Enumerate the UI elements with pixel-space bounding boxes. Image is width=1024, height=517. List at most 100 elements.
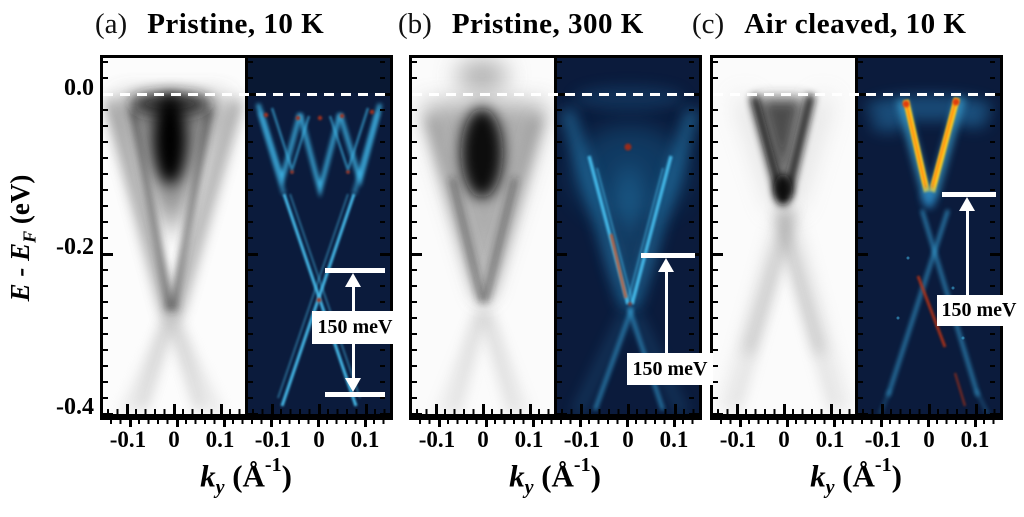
grayscale-map-c: [713, 58, 855, 414]
ky-symbol: k: [810, 458, 826, 494]
ky-unit-close: ): [590, 458, 601, 494]
x-axis-ticks-outer: [103, 420, 390, 427]
x-tick-label: 0.1: [960, 427, 990, 452]
x-axis-ticks-outer: [412, 420, 699, 427]
x-axis-ticks-inner: [412, 404, 554, 414]
x-tick-label: 0.1: [514, 427, 544, 452]
y-tick-label-2: -0.4: [56, 394, 94, 420]
y-axis-ticks-right: [380, 58, 390, 414]
x-tick-label: 0.1: [659, 427, 689, 452]
x-tick-label: -0.1: [254, 427, 292, 452]
panel-divider: [855, 58, 858, 414]
fermi-level-dashline: [103, 93, 390, 96]
panel-title-c: Air cleaved, 10 K: [744, 8, 967, 40]
curvature-map-b: 150 meV: [557, 58, 713, 414]
ky-symbol: k: [200, 458, 216, 494]
ky-unit-open: (Å: [834, 458, 875, 494]
x-axis-ticks-inner: [103, 404, 245, 414]
y-tick-label-1: -0.2: [56, 234, 94, 260]
x-tick-labels-a-curv: -0.1 0 0.1: [248, 427, 390, 455]
x-axis-ticks-inner: [557, 404, 699, 414]
x-tick-label: 0: [923, 427, 935, 452]
y-axis-ticks-right: [990, 58, 1000, 414]
panel-divider: [245, 58, 248, 414]
x-tick-label: -0.1: [418, 427, 456, 452]
ky-unit-open: (Å: [224, 458, 265, 494]
grayscale-spectrum-c: [713, 58, 855, 414]
annotation-arrowhead-up-icon: [345, 273, 361, 287]
curvature-map-a: 150 meV: [248, 58, 398, 414]
curvature-spectrum-b: [557, 58, 699, 414]
annotation-bar-bottom: [325, 392, 385, 397]
ky-axis-label-c: ky (Å-1): [756, 454, 956, 508]
y-tick-label-0: 0.0: [64, 75, 94, 101]
grayscale-map-a: [103, 58, 245, 414]
grayscale-spectrum-b: [412, 58, 554, 414]
annotation-arrowhead-up-icon: [658, 258, 674, 272]
x-tick-label: 0.1: [815, 427, 845, 452]
y-axis-ticks-right: [689, 58, 699, 414]
x-tick-labels-b-curv: -0.1 0 0.1: [557, 427, 699, 455]
x-tick-label: 0.1: [205, 427, 235, 452]
ky-subscript: y: [215, 476, 225, 499]
y-axis-ticks: [103, 58, 113, 414]
panel-marker-c: (c): [692, 8, 725, 40]
ky-subscript: y: [524, 476, 534, 499]
panel-title-a: Pristine, 10 K: [147, 8, 325, 40]
x-tick-labels-c-gray: -0.1 0 0.1: [713, 427, 855, 455]
x-tick-label: 0: [168, 427, 180, 452]
ky-subscript: y: [825, 476, 835, 499]
annotation-label: 150 meV: [937, 295, 1021, 326]
panel-group-a: 150 meV: [100, 55, 398, 420]
grayscale-spectrum-a: [103, 58, 245, 414]
x-tick-label: 0: [778, 427, 790, 452]
figure-title-b: (b) Pristine, 300 K: [398, 8, 644, 48]
x-tick-label: 0: [622, 427, 634, 452]
curvature-spectrum-a: [248, 58, 390, 414]
ky-exponent: -1: [264, 454, 282, 476]
y-axis-ticks: [557, 58, 567, 414]
annotation-arrowhead-down-icon: [345, 378, 361, 392]
ky-symbol: k: [509, 458, 525, 494]
annotation-arrowhead-up-icon: [959, 197, 975, 211]
fermi-level-dashline: [713, 93, 1000, 96]
curvature-map-c: 150 meV: [858, 58, 1021, 414]
panel-title-b: Pristine, 300 K: [451, 8, 644, 40]
panel-marker-a: (a): [95, 8, 128, 40]
panel-group-b: 150 meV: [409, 55, 713, 420]
ky-axis-label-a: ky (Å-1): [146, 454, 346, 508]
panel-group-c: 150 meV: [710, 55, 1021, 420]
ky-unit-close: ): [891, 458, 902, 494]
annotation-arrow-shaft: [966, 208, 969, 299]
y-axis-label-unit: (eV): [5, 174, 35, 231]
grayscale-map-b: [412, 58, 554, 414]
curvature-spectrum-c: [858, 58, 1000, 414]
ky-exponent: -1: [573, 454, 591, 476]
x-tick-label: -0.1: [864, 427, 902, 452]
x-tick-labels-c-curv: -0.1 0 0.1: [858, 427, 1000, 455]
annotation-bar-top: [641, 253, 695, 258]
x-axis-ticks-inner: [248, 404, 390, 414]
x-axis-ticks-inner: [713, 404, 855, 414]
panel-divider: [554, 58, 557, 414]
x-tick-label: -0.1: [719, 427, 757, 452]
x-tick-label: -0.1: [109, 427, 147, 452]
y-axis-ticks: [858, 58, 868, 414]
x-tick-labels-b-gray: -0.1 0 0.1: [412, 427, 554, 455]
ky-unit-close: ): [281, 458, 292, 494]
panel-marker-b: (b): [398, 8, 432, 40]
x-tick-label: 0: [477, 427, 489, 452]
x-tick-labels-a-gray: -0.1 0 0.1: [103, 427, 245, 455]
annotation-bar-top: [942, 192, 996, 197]
ky-exponent: -1: [874, 454, 892, 476]
annotation-arrow-shaft: [665, 269, 668, 361]
ky-unit-open: (Å: [533, 458, 574, 494]
x-tick-label: -0.1: [563, 427, 601, 452]
y-axis-ticks: [412, 58, 422, 414]
figure-title-a: (a) Pristine, 10 K: [95, 8, 324, 48]
figure-title-c: (c) Air cleaved, 10 K: [692, 8, 966, 48]
annotation-label: 150 meV: [627, 353, 713, 385]
fermi-level-dashline: [412, 93, 699, 96]
x-axis-ticks-outer: [713, 420, 1000, 427]
